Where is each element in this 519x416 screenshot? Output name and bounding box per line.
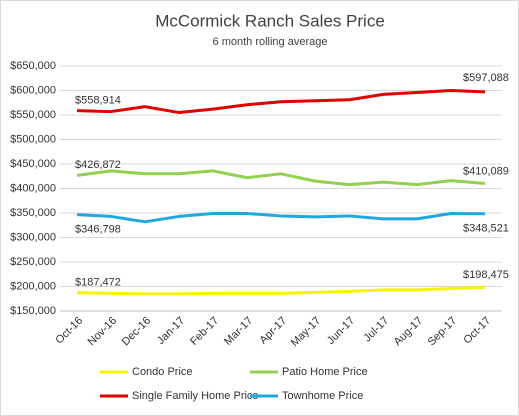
- y-tick-label: $450,000: [10, 158, 56, 170]
- y-tick-label: $550,000: [10, 109, 56, 121]
- line-series: [76, 285, 486, 296]
- y-tick-label: $200,000: [10, 280, 56, 292]
- y-tick-label: $400,000: [10, 182, 56, 194]
- data-label: $426,872: [75, 159, 121, 171]
- line-series: [76, 211, 486, 224]
- y-tick-label: $350,000: [10, 207, 56, 219]
- legend-label: Townhome Price: [282, 390, 363, 402]
- y-tick-label: $150,000: [10, 305, 56, 317]
- y-tick-label: $300,000: [10, 231, 56, 243]
- legend-label: Patio Home Price: [282, 366, 368, 378]
- data-label: $346,798: [75, 223, 121, 235]
- legend-label: Single Family Home Price: [132, 390, 259, 402]
- line-series: [76, 169, 486, 187]
- data-label: $558,914: [75, 95, 121, 107]
- data-label: $348,521: [463, 223, 509, 235]
- data-label: $597,088: [463, 72, 509, 84]
- chart-title: McCormick Ranch Sales Price: [155, 11, 385, 30]
- chart-subtitle: 6 month rolling average: [213, 36, 328, 48]
- data-label: $410,089: [463, 165, 509, 177]
- data-label: $187,472: [75, 277, 121, 289]
- y-tick-label: $250,000: [10, 256, 56, 268]
- legend-label: Condo Price: [132, 366, 193, 378]
- y-tick-label: $500,000: [10, 133, 56, 145]
- line-series: [76, 89, 486, 115]
- data-label: $198,475: [463, 269, 509, 281]
- y-tick-label: $600,000: [10, 84, 56, 96]
- y-tick-label: $650,000: [10, 60, 56, 72]
